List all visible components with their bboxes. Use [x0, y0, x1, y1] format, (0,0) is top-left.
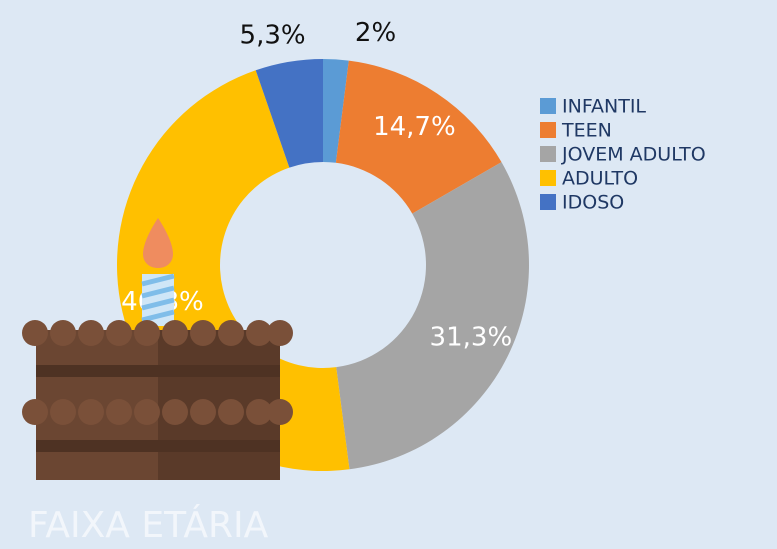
- legend-label: INFANTIL: [562, 96, 646, 118]
- chart: 2%14,7%31,3%46,8%5,3% FAIXA ETÁRIAINFANT…: [0, 0, 777, 549]
- cake-layer: [36, 440, 280, 452]
- legend-swatch: [540, 170, 556, 186]
- legend-label: IDOSO: [562, 192, 624, 214]
- legend-label: ADULTO: [562, 168, 638, 190]
- legend-label: JOVEM ADULTO: [561, 144, 706, 166]
- chart-title: FAIXA ETÁRIA: [28, 504, 269, 546]
- data-label: 5,3%: [240, 21, 306, 51]
- legend-swatch: [540, 194, 556, 210]
- legend-swatch: [540, 98, 556, 114]
- legend-swatch: [540, 146, 556, 162]
- data-label: 31,3%: [430, 323, 513, 353]
- legend-swatch: [540, 122, 556, 138]
- data-label: 14,7%: [373, 112, 456, 142]
- legend-label: TEEN: [561, 120, 612, 142]
- cake-layer: [36, 365, 280, 377]
- data-label: 2%: [355, 18, 396, 48]
